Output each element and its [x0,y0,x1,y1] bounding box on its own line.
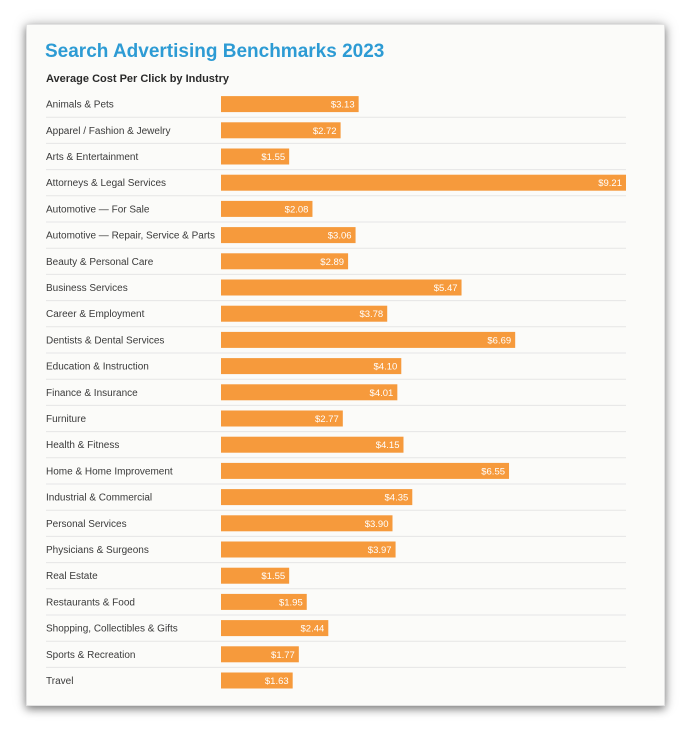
category-label: Arts & Entertainment [46,152,138,163]
category-label: Finance & Insurance [46,388,138,399]
bar-value-label: $6.69 [487,335,511,346]
bar-value-label: $5.47 [434,283,458,294]
bar-value-label: $4.10 [374,362,398,373]
bar-value-label: $2.89 [320,257,344,268]
bar [221,646,299,663]
bar [221,462,510,479]
bar [221,358,402,375]
bar-value-label: $2.08 [285,204,309,215]
category-label: Physicians & Surgeons [46,545,149,556]
category-label: Automotive — Repair, Service & Parts [46,231,215,242]
category-label: Dentists & Dental Services [46,335,164,346]
category-label: Automotive — For Sale [46,204,150,215]
bar [221,148,290,165]
bar [221,331,516,348]
bar [221,174,626,191]
bar [221,253,349,270]
bar [221,305,388,322]
category-label: Travel [46,676,73,687]
bar [221,620,329,637]
bar-value-label: $3.13 [331,100,355,111]
chart-title: Search Advertising Benchmarks 2023 [45,41,385,62]
category-label: Sports & Recreation [46,650,136,661]
bar-value-label: $3.78 [359,309,383,320]
category-label: Career & Employment [46,309,145,320]
bar [221,384,398,401]
bar [221,200,313,217]
category-label: Education & Instruction [46,362,149,373]
chart-subtitle: Average Cost Per Click by Industry [46,73,229,85]
category-label: Attorneys & Legal Services [46,178,166,189]
bar [221,227,356,244]
bar-value-label: $1.55 [261,152,285,163]
bar [221,410,343,427]
category-label: Restaurants & Food [46,597,135,608]
bar-value-label: $4.15 [376,440,400,451]
chart-card: Search Advertising Benchmarks 2023 Avera… [26,24,665,706]
bar-value-label: $4.01 [370,388,394,399]
category-label: Shopping, Collectibles & Gifts [46,624,178,635]
bar-value-label: $3.90 [365,519,389,530]
bar-value-label: $1.55 [261,571,285,582]
bar-value-label: $4.35 [385,493,409,504]
bar-value-label: $1.63 [265,676,289,687]
category-label: Furniture [46,414,86,425]
bar [221,672,293,689]
bar-value-label: $2.77 [315,414,339,425]
bar [221,567,290,584]
bar-value-label: $6.55 [481,466,505,477]
bar [221,436,404,453]
category-label: Personal Services [46,519,127,530]
category-label: Apparel / Fashion & Jewelry [46,126,171,137]
category-label: Industrial & Commercial [46,493,152,504]
category-label: Business Services [46,283,128,294]
bar-value-label: $2.44 [301,624,325,635]
bar-value-label: $9.21 [598,178,622,189]
bar-chart: Animals & Pets $3.13 Apparel / Fashion & J… [46,96,626,689]
bar-value-label: $3.97 [368,545,392,556]
category-label: Beauty & Personal Care [46,257,154,268]
bar-value-label: $2.72 [313,126,337,137]
bar-value-label: $1.77 [271,650,295,661]
category-label: Real Estate [46,571,98,582]
bar [221,515,393,532]
bar [221,122,341,139]
bar [221,489,413,506]
category-label: Health & Fitness [46,440,119,451]
bar [221,593,307,610]
category-label: Animals & Pets [46,100,114,111]
bar [221,279,462,296]
bar-value-label: $3.06 [328,231,352,242]
bar [221,96,359,113]
bar-value-label: $1.95 [279,597,303,608]
category-label: Home & Home Improvement [46,466,173,477]
bar [221,541,396,558]
